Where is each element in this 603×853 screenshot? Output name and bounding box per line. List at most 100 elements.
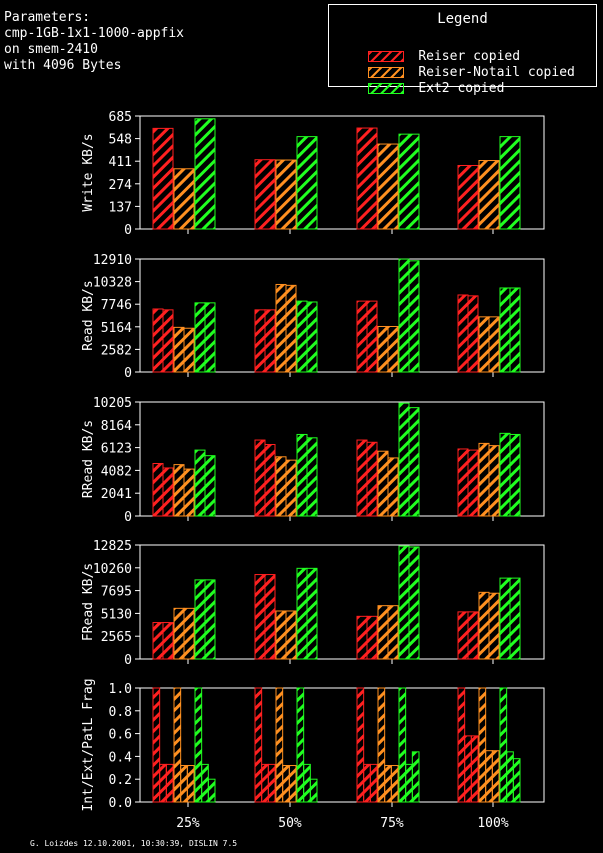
bar-reiser bbox=[464, 735, 472, 803]
bar-reiser-notail bbox=[478, 316, 490, 373]
bar-reiser bbox=[356, 300, 368, 373]
bar-reiser-notail bbox=[390, 765, 399, 803]
footer-credit: G. Loizdes 12.10.2001, 10:30:39, DISLIN … bbox=[30, 839, 238, 848]
bar-ext2 bbox=[398, 687, 407, 803]
bar-ext2 bbox=[194, 118, 216, 230]
bar-ext2 bbox=[398, 402, 410, 517]
bar-ext2 bbox=[499, 577, 511, 660]
bar-ext2 bbox=[296, 687, 305, 803]
bar-reiser bbox=[152, 462, 164, 517]
bar-reiser-notail bbox=[478, 442, 490, 517]
bar-reiser-notail bbox=[275, 610, 287, 660]
bar-reiser bbox=[457, 448, 469, 517]
bar-reiser-notail bbox=[485, 750, 493, 803]
bar-reiser bbox=[152, 687, 161, 803]
bar-reiser-notail bbox=[285, 284, 297, 373]
y-tick-label: 2565 bbox=[101, 630, 132, 645]
bar-reiser-notail bbox=[387, 605, 399, 660]
bar-reiser-notail bbox=[488, 445, 500, 517]
parameters-line: with 4096 Bytes bbox=[4, 58, 122, 73]
bar-reiser bbox=[254, 574, 266, 660]
bar-reiser bbox=[264, 574, 276, 660]
bar-ext2 bbox=[306, 301, 318, 373]
bar-reiser bbox=[356, 127, 378, 230]
x-tick-label: 75% bbox=[380, 816, 404, 831]
bar-ext2 bbox=[204, 455, 216, 517]
bar-reiser bbox=[264, 309, 276, 373]
parameters-line: cmp-1GB-1x1-1000-appfix bbox=[4, 26, 185, 41]
bar-reiser bbox=[369, 763, 378, 803]
y-tick-label: 0 bbox=[124, 366, 132, 381]
legend-label: Reiser copied bbox=[418, 49, 521, 64]
plot-frame bbox=[139, 401, 545, 517]
bar-reiser bbox=[254, 159, 276, 230]
y-tick-label: 12825 bbox=[93, 539, 132, 554]
bar-reiser bbox=[457, 164, 479, 230]
x-tick-label: 50% bbox=[278, 816, 302, 831]
bar-reiser-notail bbox=[285, 610, 297, 660]
parameters-line: on smem-2410 bbox=[4, 42, 98, 57]
bar-reiser-notail bbox=[387, 457, 399, 517]
plot-frame bbox=[139, 115, 545, 230]
bar-ext2 bbox=[512, 758, 521, 803]
bar-reiser-notail bbox=[183, 607, 195, 660]
bar-ext2 bbox=[303, 763, 311, 803]
bar-reiser bbox=[152, 127, 174, 230]
bar-ext2 bbox=[201, 763, 209, 803]
legend-title: Legend bbox=[437, 11, 488, 27]
bar-reiser bbox=[356, 615, 368, 660]
bar-ext2 bbox=[506, 751, 514, 803]
legend-swatch-ext2 bbox=[368, 83, 405, 94]
legend-swatch-reiser bbox=[368, 51, 405, 62]
bar-reiser-notail bbox=[173, 607, 185, 660]
bar-reiser-notail bbox=[173, 326, 185, 373]
bar-reiser bbox=[467, 449, 479, 517]
bar-ext2 bbox=[408, 407, 420, 517]
bar-reiser-notail bbox=[478, 687, 487, 803]
y-tick-label: 0.4 bbox=[109, 750, 133, 765]
legend: Legend Reiser copied Reiser-Notail copie… bbox=[328, 4, 597, 96]
bar-reiser-notail bbox=[180, 765, 188, 803]
bar-ext2 bbox=[509, 577, 521, 660]
bar-ext2 bbox=[408, 260, 420, 373]
y-tick-label: 12910 bbox=[93, 253, 132, 268]
y-tick-label: 1.0 bbox=[109, 682, 132, 697]
plot-frame bbox=[139, 258, 545, 373]
y-tick-label: 0 bbox=[124, 653, 132, 668]
y-tick-label: 0.6 bbox=[109, 728, 132, 743]
bar-reiser bbox=[467, 611, 479, 660]
bar-ext2 bbox=[398, 545, 410, 660]
bar-ext2 bbox=[306, 437, 318, 517]
bar-ext2 bbox=[398, 133, 420, 230]
y-tick-label: 2041 bbox=[101, 487, 132, 502]
bar-reiser bbox=[457, 687, 466, 803]
bar-reiser-notail bbox=[173, 687, 182, 803]
bar-ext2 bbox=[194, 449, 206, 517]
bar-reiser-notail bbox=[377, 143, 399, 230]
bar-ext2 bbox=[296, 567, 308, 660]
y-tick-label: 0 bbox=[124, 510, 132, 525]
bar-reiser-notail bbox=[275, 456, 287, 517]
bar-ext2 bbox=[499, 136, 521, 230]
y-tick-label: 7746 bbox=[101, 298, 132, 313]
legend-item-reiser: Reiser copied bbox=[337, 36, 520, 64]
parameters-line: Parameters: bbox=[4, 10, 91, 25]
legend-label: Reiser-Notail copied bbox=[418, 65, 575, 80]
bar-reiser-notail bbox=[186, 765, 195, 803]
y-tick-label: 0.2 bbox=[109, 773, 132, 788]
bar-reiser bbox=[356, 439, 368, 517]
bar-reiser bbox=[162, 309, 174, 373]
bar-ext2 bbox=[306, 567, 318, 660]
bar-ext2 bbox=[398, 258, 410, 373]
bar-reiser-notail bbox=[377, 325, 389, 373]
bar-reiser-notail bbox=[384, 765, 392, 803]
y-tick-label: 0.0 bbox=[109, 796, 132, 811]
bar-reiser-notail bbox=[282, 765, 290, 803]
bar-reiser bbox=[457, 611, 469, 660]
bar-ext2 bbox=[194, 687, 203, 803]
bar-reiser bbox=[162, 467, 174, 517]
y-tick-label: 137 bbox=[109, 200, 132, 215]
legend-label: Ext2 copied bbox=[418, 81, 505, 96]
bar-reiser-notail bbox=[183, 468, 195, 517]
bar-ext2 bbox=[408, 546, 420, 660]
